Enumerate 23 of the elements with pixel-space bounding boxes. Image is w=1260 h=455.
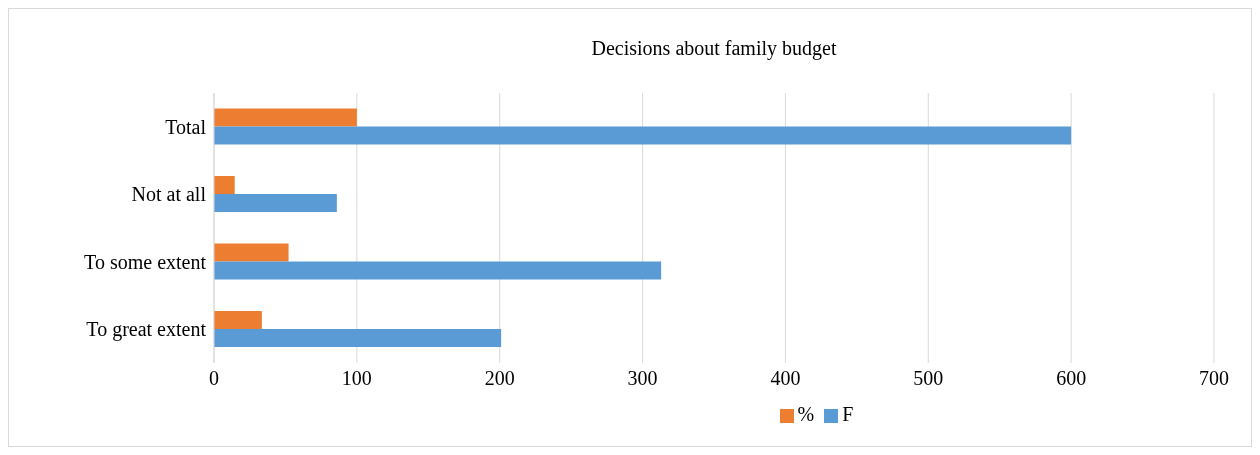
- y-tick-label: Not at all: [131, 183, 207, 206]
- bar: [214, 194, 337, 213]
- bar: [214, 108, 357, 127]
- x-tick-label: 700: [1199, 367, 1229, 390]
- chart-title: Decisions about family budget: [590, 37, 838, 60]
- legend-label: F: [842, 403, 854, 425]
- bar: [214, 311, 262, 330]
- x-tick-label: 100: [341, 367, 372, 390]
- x-tick-label: 200: [484, 367, 515, 390]
- x-tick-label: 300: [627, 367, 658, 390]
- bar: [214, 243, 289, 262]
- legend-label: %: [797, 403, 815, 425]
- y-tick-label: Total: [165, 115, 207, 138]
- bar: [214, 126, 1072, 145]
- x-tick-label: 600: [1056, 367, 1087, 390]
- x-tick-label: 500: [913, 367, 944, 390]
- bar: [214, 261, 662, 280]
- y-tick-label: To some extent: [84, 250, 207, 273]
- x-tick-label: 400: [770, 367, 801, 390]
- x-tick-label: 0: [209, 367, 219, 390]
- y-tick-label: To great extent: [86, 318, 207, 342]
- bar: [214, 329, 502, 348]
- bar: [214, 176, 235, 195]
